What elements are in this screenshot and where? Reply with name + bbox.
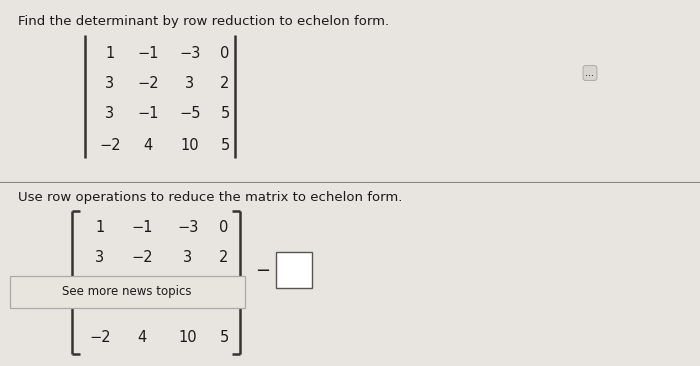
Text: −1: −1: [137, 105, 159, 120]
Text: 3: 3: [95, 250, 104, 265]
Text: 1: 1: [106, 45, 115, 60]
Text: 1: 1: [95, 220, 104, 235]
Text: 3: 3: [186, 75, 195, 90]
Text: 3: 3: [183, 250, 192, 265]
Text: −2: −2: [131, 250, 153, 265]
Text: 5: 5: [219, 330, 229, 346]
Text: −3: −3: [179, 45, 201, 60]
Text: −2: −2: [99, 138, 121, 153]
Text: 2: 2: [220, 75, 230, 90]
Text: Find the determinant by row reduction to echelon form.: Find the determinant by row reduction to…: [18, 15, 389, 28]
Text: −1: −1: [132, 220, 153, 235]
Text: −2: −2: [89, 330, 111, 346]
Text: ...: ...: [585, 68, 594, 78]
Text: −3: −3: [177, 220, 199, 235]
Text: −2: −2: [137, 75, 159, 90]
FancyBboxPatch shape: [276, 252, 312, 288]
FancyBboxPatch shape: [10, 276, 245, 308]
Text: See more news topics: See more news topics: [62, 285, 192, 299]
Text: 0: 0: [220, 45, 230, 60]
Text: 0: 0: [219, 220, 229, 235]
Text: −: −: [256, 262, 271, 280]
Text: 10: 10: [181, 138, 199, 153]
Text: Use row operations to reduce the matrix to echelon form.: Use row operations to reduce the matrix …: [18, 191, 402, 204]
Text: −1: −1: [137, 45, 159, 60]
Text: 2: 2: [219, 250, 229, 265]
Text: 4: 4: [137, 330, 146, 346]
Text: 5: 5: [220, 138, 230, 153]
Text: 5: 5: [220, 105, 230, 120]
Text: 3: 3: [106, 75, 115, 90]
Text: 3: 3: [106, 105, 115, 120]
Text: 10: 10: [178, 330, 197, 346]
Text: 4: 4: [144, 138, 153, 153]
Text: −5: −5: [179, 105, 201, 120]
